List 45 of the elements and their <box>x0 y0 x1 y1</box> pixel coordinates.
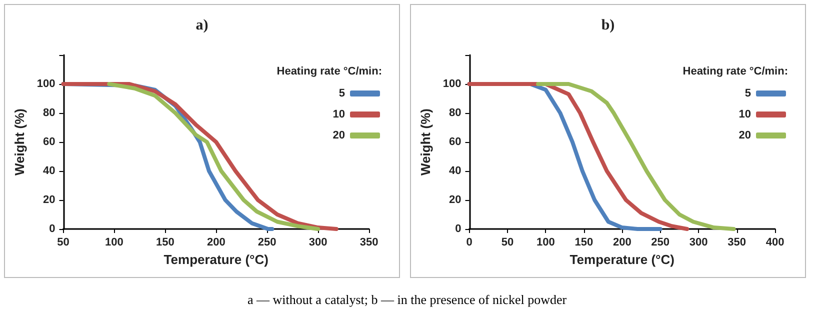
x-tick-label: 50 <box>57 236 70 248</box>
legend-title: Heating rate °C/min: <box>276 66 382 78</box>
y-tick-label: 0 <box>49 223 56 235</box>
legend-label: 20 <box>738 130 751 142</box>
x-tick-label: 100 <box>536 236 555 248</box>
y-tick-label: 80 <box>449 107 462 119</box>
y-tick-label: 40 <box>449 165 462 177</box>
y-tick-label: 100 <box>442 78 462 90</box>
y-tick-label: 20 <box>449 194 462 206</box>
x-tick-label: 50 <box>501 236 514 248</box>
legend-label: 10 <box>332 108 345 120</box>
x-tick-label: 150 <box>574 236 594 248</box>
x-tick-label: 100 <box>105 236 124 248</box>
x-tick-label: 250 <box>651 236 670 248</box>
legend-label: 5 <box>338 88 345 100</box>
x-tick-label: 350 <box>728 236 746 248</box>
x-tick-label: 400 <box>766 236 784 248</box>
chart-title: a) <box>196 18 208 34</box>
x-tick-label: 350 <box>360 236 378 248</box>
x-axis-title: Temperature (°C) <box>164 252 268 267</box>
chart-title: b) <box>601 18 615 34</box>
line-series <box>536 82 736 231</box>
legend-label: 10 <box>738 108 751 120</box>
x-axis-title: Temperature (°C) <box>570 252 674 267</box>
x-tick-label: 200 <box>206 236 226 248</box>
x-tick-label: 150 <box>156 236 174 248</box>
x-tick-label: 250 <box>258 236 276 248</box>
text: a — without a catalyst; b — in the presence of nickel powder <box>246 292 568 308</box>
y-tick-label: 0 <box>455 223 462 235</box>
y-tick-label: 60 <box>43 136 56 148</box>
y-tick-label: 60 <box>449 136 462 148</box>
y-axis-title: Weight (%) <box>12 108 27 176</box>
legend-label: 20 <box>332 130 345 142</box>
x-tick-label: 200 <box>612 236 632 248</box>
x-tick-label: 0 <box>466 236 472 248</box>
y-tick-label: 40 <box>43 165 56 177</box>
y-tick-label: 100 <box>36 78 56 90</box>
y-tick-label: 80 <box>43 107 56 119</box>
y-axis-title: Weight (%) <box>418 108 433 176</box>
line-series <box>107 82 320 231</box>
y-tick-label: 20 <box>43 194 56 206</box>
x-tick-label: 300 <box>689 236 708 248</box>
legend-label: 5 <box>744 88 751 100</box>
x-tick-label: 300 <box>308 236 328 248</box>
legend-title: Heating rate °C/min: <box>682 66 788 78</box>
